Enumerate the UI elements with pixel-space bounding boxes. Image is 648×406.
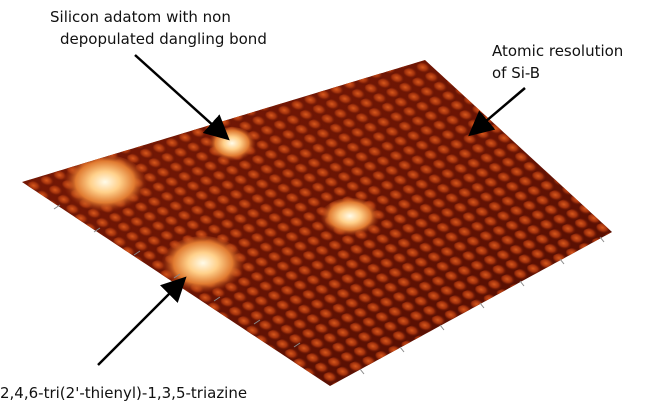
stm-surface (0, 40, 648, 400)
stm-figure: Silicon adatom with non depopulated dang… (0, 0, 648, 406)
adatom-label: depopulated dangling bond (60, 30, 267, 48)
resolution-label: of Si-B (492, 64, 540, 82)
molecule-label: 2,4,6-tri(2'-thienyl)-1,3,5-triazine (0, 384, 247, 402)
resolution-label: Atomic resolution (492, 42, 623, 60)
adatom-label: Silicon adatom with non (50, 8, 231, 26)
